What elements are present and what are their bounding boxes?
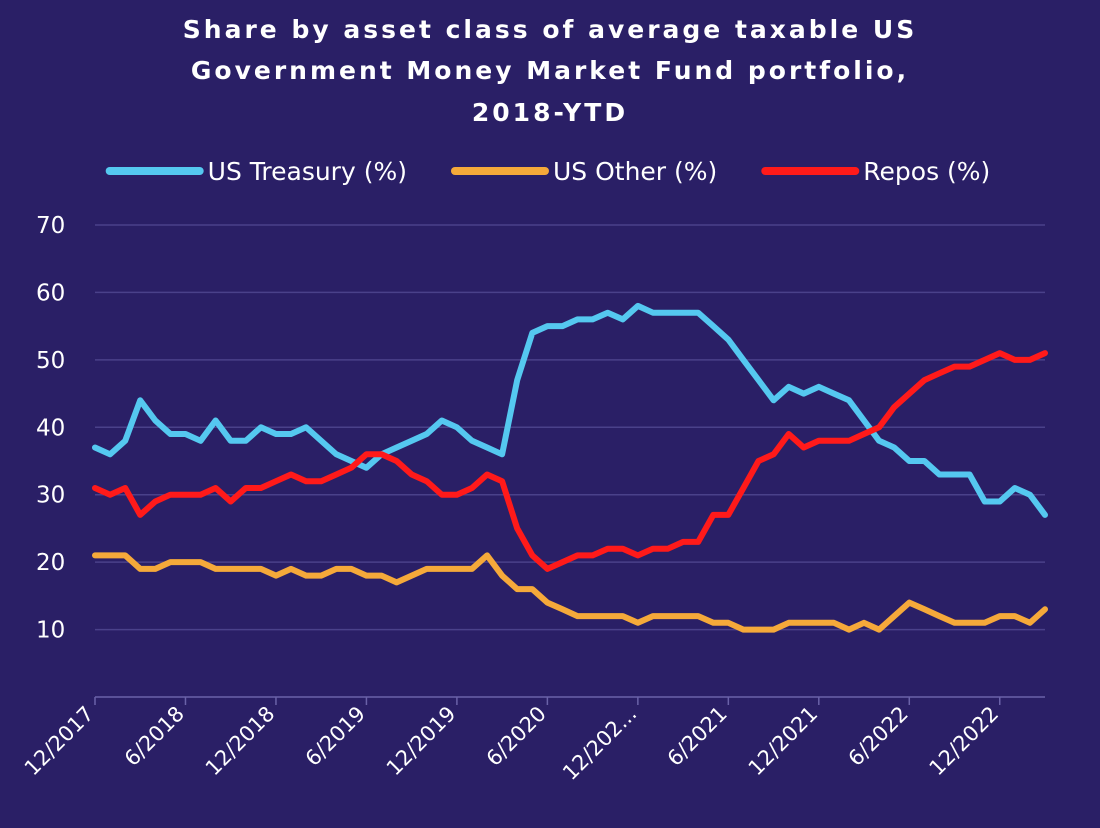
x-tick-label: 12/2017 [20, 702, 99, 781]
legend-item-us-other: US Other (%) [450, 157, 717, 186]
series-line-us-treasury [92, 302, 1048, 518]
x-tick-label: 12/2022 [925, 702, 1004, 781]
chart-title-line-2: Government Money Market Fund portfolio, [191, 56, 909, 85]
series-lines [92, 302, 1048, 633]
gridlines [95, 224, 1045, 631]
x-tick-label: 12/2018 [201, 702, 280, 781]
legend-label: Repos (%) [863, 157, 990, 186]
y-tick-label: 40 [36, 415, 65, 441]
legend-item-us-treasury: US Treasury (%) [105, 157, 407, 186]
y-tick-label: 70 [36, 213, 65, 239]
y-tick-label: 60 [36, 280, 65, 306]
y-tick-label: 20 [36, 550, 65, 576]
x-tick-label: 12/2019 [382, 702, 461, 781]
legend-label: US Other (%) [553, 157, 717, 186]
legend-label: US Treasury (%) [208, 157, 407, 186]
y-tick-label: 30 [36, 483, 65, 509]
x-axis: 12/2017 6/2018 12/2018 6/2019 12/2019 6/2020 1… [20, 696, 1045, 785]
x-tick-label: 6/2020 [482, 702, 551, 771]
chart-title-line-1: Share by asset class of average taxable … [183, 15, 917, 44]
x-tick-label: 12/202... [558, 702, 641, 785]
series-line-us-other [92, 552, 1048, 633]
x-tick-label: 6/2018 [120, 702, 189, 771]
x-tick-label: 6/2019 [301, 702, 370, 771]
legend-item-repos: Repos (%) [761, 157, 990, 186]
legend: US Treasury (%) US Other (%) Repos (%) [105, 157, 990, 186]
y-tick-label: 10 [36, 618, 65, 644]
x-tick-label: 6/2021 [663, 702, 732, 771]
x-tick-label: 12/2021 [744, 702, 823, 781]
y-tick-label: 50 [36, 348, 65, 374]
y-axis-ticks: 10 20 30 40 50 60 70 [36, 213, 65, 644]
series-line-repos [92, 350, 1048, 572]
chart-title-line-3: 2018-YTD [472, 98, 628, 127]
chart-title: Share by asset class of average taxable … [183, 15, 917, 127]
x-tick-label: 6/2022 [844, 702, 913, 771]
